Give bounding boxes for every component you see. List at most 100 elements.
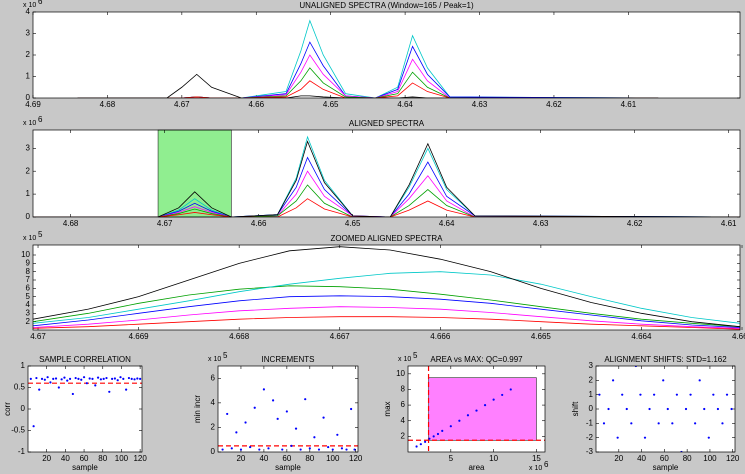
x-tick-label: 120 xyxy=(349,454,363,463)
data-point xyxy=(116,379,119,382)
x-axis-label: sample xyxy=(653,463,679,472)
series-group xyxy=(77,19,659,98)
series-group xyxy=(415,388,512,448)
axes: 20 40 60 80 100 120 -1 -0.5 0 0.5 1 SAMPLE CORRELAT… xyxy=(3,355,147,472)
axes-box xyxy=(407,365,546,453)
data-point xyxy=(428,437,431,440)
data-point xyxy=(350,407,353,411)
data-point xyxy=(271,399,275,402)
axes: 4.69 4.68 4.67 4.66 4.65 4.64 4.63 4.62 4.61 0 1 2 3… xyxy=(23,0,741,109)
x-tick-label: 4.667 xyxy=(330,332,351,341)
data-point xyxy=(689,393,692,396)
y-tick-label: 1 xyxy=(26,72,31,81)
y-tick-label: 1 xyxy=(26,189,31,198)
data-point xyxy=(94,384,97,387)
series-group xyxy=(33,135,740,217)
data-point xyxy=(501,393,504,397)
exponent-power: 5 xyxy=(413,351,418,360)
data-point xyxy=(102,377,105,380)
x-tick-label: 4.66 xyxy=(248,100,264,109)
data-point xyxy=(276,417,279,420)
x-tick-label: 20 xyxy=(42,454,51,463)
y-tick-label: 0 xyxy=(26,93,31,102)
spectrum-line xyxy=(33,135,740,217)
x-tick-label: 4.63 xyxy=(533,219,549,228)
chart-title: SAMPLE CORRELATION xyxy=(39,355,131,364)
data-point xyxy=(235,431,238,434)
data-point xyxy=(68,377,72,380)
data-point xyxy=(353,448,356,451)
chart-title: ALIGNED SPECTRA xyxy=(349,119,425,128)
data-point xyxy=(29,377,32,380)
y-tick-label: 10 xyxy=(396,369,405,378)
x-tick-label: 4.66 xyxy=(251,219,267,228)
y-tick-label: 2 xyxy=(26,317,31,326)
x-tick-label: 4.61 xyxy=(621,100,637,109)
x-tick-label: 80 xyxy=(305,454,314,463)
highlight-region xyxy=(157,129,232,218)
series-group xyxy=(33,246,740,330)
axes-box xyxy=(595,365,736,453)
data-point xyxy=(449,425,452,428)
data-point xyxy=(230,447,233,450)
data-point xyxy=(127,376,131,380)
spectrum-line xyxy=(33,184,740,217)
y-tick-label: -3 xyxy=(586,447,594,456)
x-tick-label: 5 xyxy=(449,454,454,463)
x-tick-label: 4.67 xyxy=(30,332,46,341)
x-tick-label: 4.666 xyxy=(430,332,451,341)
x-tick-label: 15 xyxy=(532,454,541,463)
x-tick-label: 20 xyxy=(614,454,623,463)
highlight-region xyxy=(428,377,537,441)
series-group xyxy=(221,388,356,451)
x-tick-label: 4.62 xyxy=(546,100,562,109)
series-group xyxy=(598,366,733,452)
data-point xyxy=(492,398,495,401)
plot-area xyxy=(218,366,358,452)
data-point xyxy=(110,377,114,380)
series-group xyxy=(29,376,142,428)
x-tick-label: 4.668 xyxy=(229,332,250,341)
data-point xyxy=(611,379,615,382)
data-point xyxy=(285,410,288,413)
data-point xyxy=(80,378,83,381)
axes: 20 40 60 80 100 120 0 2 4 6 INCREMENTS sample min in… xyxy=(193,351,363,472)
plot-area xyxy=(33,12,740,98)
spectrum-line xyxy=(77,73,659,98)
y-tick-label: 0 xyxy=(589,404,594,413)
chart-title: UNALIGNED SPECTRA (Window=165 / Peak=1) xyxy=(299,1,474,10)
x-tick-label: 120 xyxy=(726,454,740,463)
x-tick-label: 4.68 xyxy=(63,219,79,228)
data-point xyxy=(436,432,440,436)
data-point xyxy=(327,445,330,449)
y-tick-label: 4 xyxy=(211,398,216,407)
y-tick-label: 2 xyxy=(26,166,31,175)
exponent-base: x 10 xyxy=(23,2,36,9)
y-axis-label: max xyxy=(383,401,392,416)
data-point xyxy=(63,376,66,379)
y-tick-label: 4 xyxy=(26,7,31,16)
data-point xyxy=(313,436,316,439)
data-point xyxy=(671,422,674,425)
plot-area xyxy=(33,130,740,217)
data-point xyxy=(294,427,298,430)
data-point xyxy=(221,448,224,451)
x-tick-label: 100 xyxy=(703,454,717,463)
data-point xyxy=(96,376,100,379)
x-axis-label: sample xyxy=(72,463,98,472)
y-tick-label: -1 xyxy=(586,418,594,427)
spectrum-line xyxy=(33,306,740,329)
data-point xyxy=(345,448,348,451)
data-point xyxy=(105,376,108,380)
x-tick-label: 40 xyxy=(259,454,268,463)
y-tick-label: 2 xyxy=(26,50,31,59)
data-point xyxy=(249,445,252,449)
data-point xyxy=(657,422,660,425)
data-point xyxy=(653,393,656,396)
y-tick-label: 3 xyxy=(26,143,31,152)
x-tick-label: 60 xyxy=(660,454,669,463)
data-point xyxy=(290,444,293,447)
data-point xyxy=(598,393,601,396)
data-point xyxy=(139,377,142,380)
exponent-base: x 10 xyxy=(529,465,542,472)
